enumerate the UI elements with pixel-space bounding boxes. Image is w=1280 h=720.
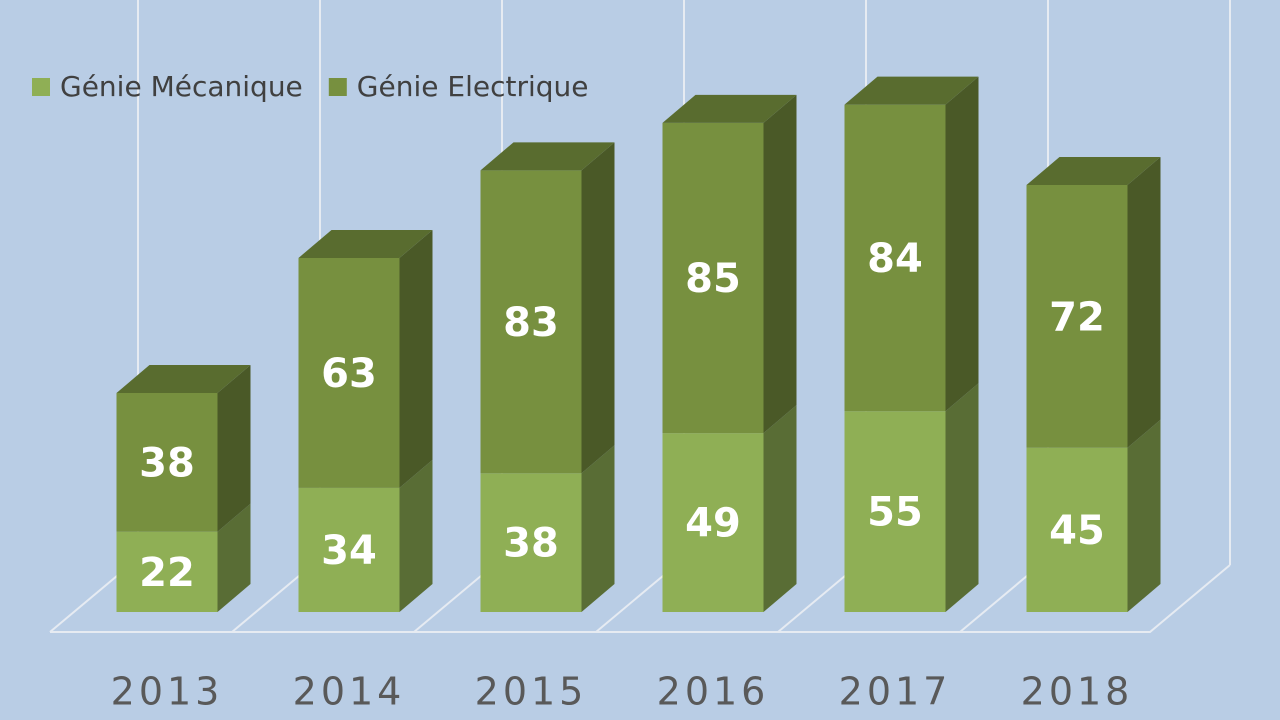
legend-swatch bbox=[32, 78, 50, 96]
bar bbox=[480, 170, 582, 474]
bar bbox=[662, 122, 764, 434]
data-label: 83 bbox=[503, 300, 559, 346]
bar-side bbox=[1127, 419, 1161, 612]
data-label: 38 bbox=[503, 521, 559, 567]
x-tick-label: 2015 bbox=[475, 670, 588, 714]
legend-swatch bbox=[328, 78, 347, 96]
bar-side bbox=[763, 405, 797, 612]
data-label: 49 bbox=[685, 501, 741, 547]
bar bbox=[116, 531, 218, 612]
x-tick-label: 2018 bbox=[1021, 670, 1134, 714]
bar-side bbox=[763, 94, 797, 434]
bar-side bbox=[1127, 156, 1161, 448]
x-tick-label: 2014 bbox=[293, 670, 406, 714]
bar bbox=[844, 411, 946, 612]
bar-top bbox=[116, 365, 251, 393]
bar bbox=[844, 104, 946, 412]
data-label: 72 bbox=[1049, 294, 1105, 340]
bar-top bbox=[844, 76, 979, 105]
bar-top bbox=[1026, 156, 1161, 185]
x-tick-label: 2013 bbox=[111, 670, 224, 714]
data-label: 84 bbox=[867, 236, 923, 282]
bar bbox=[298, 257, 400, 488]
bar-side bbox=[945, 383, 979, 612]
data-label: 55 bbox=[867, 490, 923, 536]
data-label: 22 bbox=[139, 550, 195, 596]
bar bbox=[662, 433, 764, 612]
bar-side bbox=[945, 76, 979, 412]
data-label: 34 bbox=[321, 528, 377, 574]
bar bbox=[1026, 184, 1128, 448]
bar-side bbox=[217, 503, 251, 612]
bar-side bbox=[399, 459, 433, 612]
legend-label: Génie Electrique bbox=[357, 70, 589, 103]
bar-side bbox=[581, 142, 615, 474]
data-label: 45 bbox=[1049, 508, 1105, 554]
bar bbox=[1026, 447, 1128, 612]
bar bbox=[116, 393, 218, 532]
bar-top bbox=[298, 229, 433, 258]
data-label: 38 bbox=[139, 440, 195, 486]
bar bbox=[480, 473, 582, 612]
x-tick-label: 2016 bbox=[657, 670, 770, 714]
bar-side bbox=[399, 229, 433, 488]
bar-side bbox=[581, 445, 615, 612]
bar-top bbox=[480, 142, 615, 171]
data-label: 85 bbox=[685, 256, 741, 302]
bar-top bbox=[662, 94, 797, 123]
data-label: 63 bbox=[321, 351, 377, 397]
x-tick-label: 2017 bbox=[839, 670, 952, 714]
bar bbox=[298, 487, 400, 612]
legend-label: Génie Mécanique bbox=[60, 70, 303, 103]
bar-side bbox=[217, 365, 251, 532]
